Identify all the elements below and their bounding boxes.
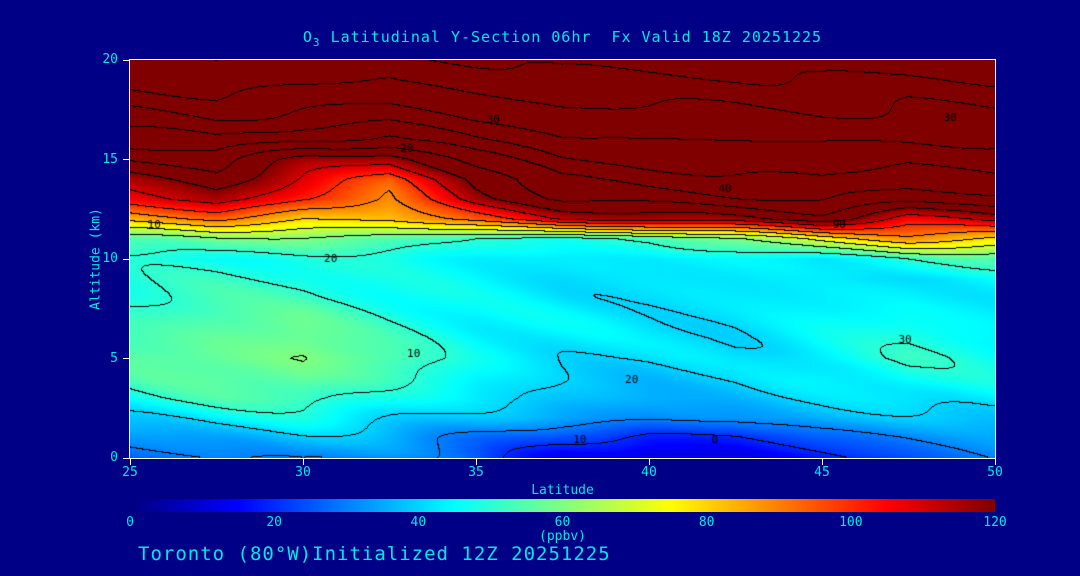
y-tick-label: 10	[102, 251, 118, 266]
x-tick-mark	[302, 459, 304, 465]
colorbar-tick-label: 0	[126, 515, 134, 530]
y-tick-label: 0	[110, 450, 118, 465]
y-tick-label: 20	[102, 52, 118, 67]
chart-title: O3 Latitudinal Y-Section 06hr Fx Valid 1…	[130, 28, 995, 49]
x-tick-mark	[994, 459, 996, 465]
x-tick-mark	[475, 459, 477, 465]
x-tick-label: 50	[987, 465, 1003, 480]
y-tick-label: 15	[102, 151, 118, 167]
footer-init-text: Toronto (80°W)Initialized 12Z 20251225	[138, 543, 611, 565]
colorbar-tick-label: 20	[266, 515, 282, 530]
y-tick-mark	[123, 59, 129, 61]
colorbar-units-label: (ppbv)	[539, 529, 586, 544]
y-tick-mark	[123, 358, 129, 359]
x-tick-label: 45	[814, 465, 830, 480]
x-tick-mark	[648, 459, 650, 465]
colorbar-tick-label: 100	[839, 515, 863, 530]
y-tick-mark	[123, 457, 129, 459]
x-tick-label: 40	[641, 465, 657, 480]
colorbar-canvas	[130, 499, 995, 512]
chart-title-subscript: 3	[312, 36, 321, 49]
colorbar-tick-label: 120	[983, 515, 1007, 530]
plot-frame	[129, 59, 996, 459]
x-tick-mark	[129, 459, 131, 465]
y-tick-mark	[123, 159, 129, 160]
colorbar-tick-label: 40	[410, 515, 427, 530]
y-tick-label: 5	[110, 350, 118, 366]
x-tick-mark	[821, 459, 823, 465]
contour-plot-canvas	[130, 60, 995, 458]
x-tick-label: 35	[468, 465, 484, 480]
x-axis-label: Latitude	[531, 483, 594, 498]
chart-title-rest: Latitudinal Y-Section 06hr Fx Valid 18Z …	[320, 28, 823, 46]
x-tick-label: 25	[122, 465, 138, 480]
colorbar-tick-label: 60	[554, 515, 571, 530]
x-tick-label: 30	[295, 465, 311, 480]
y-tick-mark	[123, 258, 129, 260]
colorbar-tick-label: 80	[698, 515, 715, 530]
chart-title-prefix: O	[302, 28, 313, 46]
